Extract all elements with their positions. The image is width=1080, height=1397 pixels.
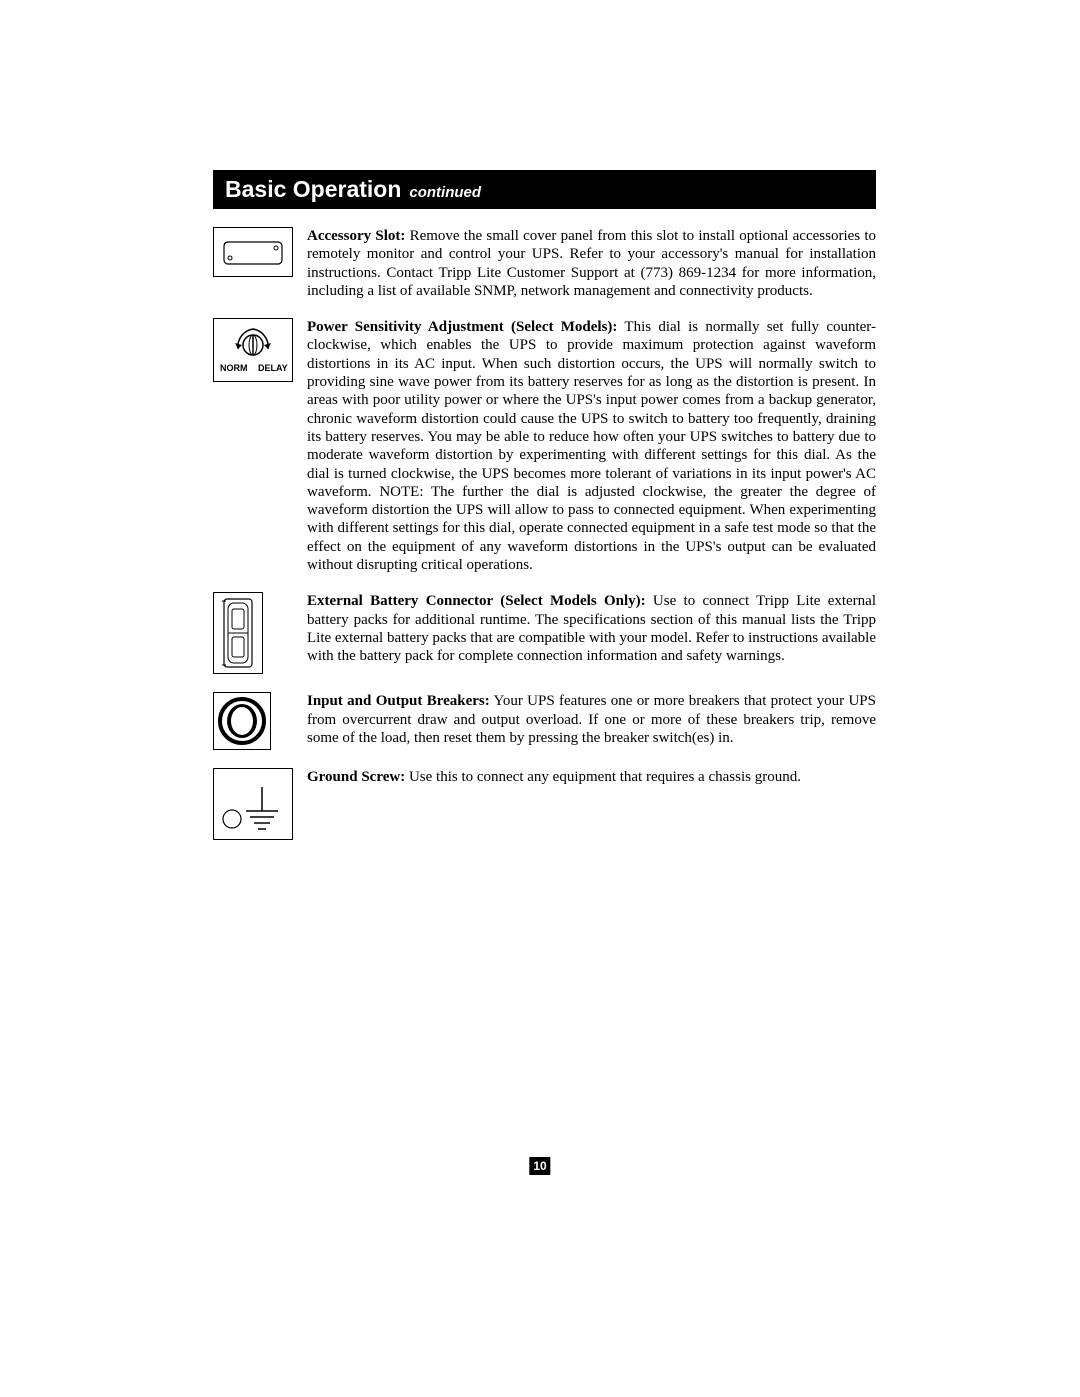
power-sensitivity-dial-icon: NORM DELAY [213, 318, 293, 382]
section-body: This dial is normally set fully counter-… [307, 319, 876, 573]
section-power-sensitivity: NORM DELAY Power Sensitivity Adjustment … [213, 318, 876, 574]
accessory-slot-icon [213, 227, 293, 277]
section-label: Power Sensitivity Adjustment (Select Mod… [307, 319, 617, 335]
icon-column [213, 768, 293, 840]
section-ground-screw: Ground Screw: Use this to connect any eq… [213, 768, 876, 840]
breaker-icon [213, 692, 271, 750]
battery-connector-icon [213, 592, 263, 674]
ground-screw-icon [213, 768, 293, 840]
section-header-bar: Basic Operation continued [213, 170, 876, 209]
icon-column: NORM DELAY [213, 318, 293, 382]
section-text: Ground Screw: Use this to connect any eq… [307, 768, 876, 786]
icon-column [213, 227, 293, 277]
dial-label-right: DELAY [258, 363, 288, 373]
section-text: Input and Output Breakers: Your UPS feat… [307, 692, 876, 747]
icon-column [213, 692, 293, 750]
icon-column [213, 592, 293, 674]
section-body: Use this to connect any equipment that r… [405, 769, 801, 785]
section-text: External Battery Connector (Select Model… [307, 592, 876, 665]
section-accessory-slot: Accessory Slot: Remove the small cover p… [213, 227, 876, 300]
section-battery-connector: External Battery Connector (Select Model… [213, 592, 876, 674]
dial-label-left: NORM [220, 363, 248, 373]
section-label: Accessory Slot: [307, 228, 405, 244]
section-text: Power Sensitivity Adjustment (Select Mod… [307, 318, 876, 574]
manual-page: Basic Operation continued Accessory Slot… [213, 170, 876, 840]
page-number: 10 [529, 1157, 550, 1175]
section-text: Accessory Slot: Remove the small cover p… [307, 227, 876, 300]
section-label: Input and Output Breakers: [307, 693, 490, 709]
section-breakers: Input and Output Breakers: Your UPS feat… [213, 692, 876, 750]
header-subtitle: continued [409, 184, 481, 201]
section-label: Ground Screw: [307, 769, 405, 785]
header-title: Basic Operation [225, 176, 401, 203]
section-label: External Battery Connector (Select Model… [307, 593, 646, 609]
